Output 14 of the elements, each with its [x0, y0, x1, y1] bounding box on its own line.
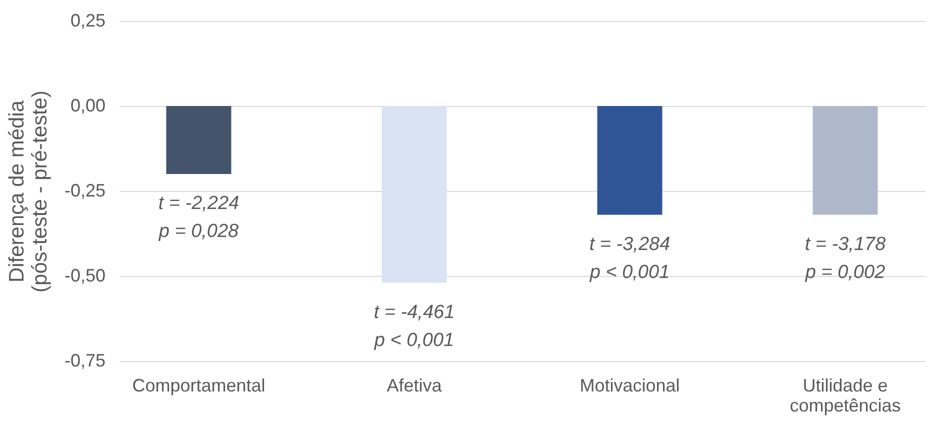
- x-tick-label: Utilidade e competências: [790, 376, 901, 416]
- x-tick-label: Comportamental: [132, 376, 266, 396]
- y-tick-label: -0,50: [64, 266, 106, 286]
- x-tick-label: Motivacional: [580, 376, 680, 396]
- x-tick-label: Afetiva: [386, 376, 443, 396]
- y-tick-label: -0,75: [64, 350, 106, 370]
- y-tick-label: 0,00: [70, 96, 106, 116]
- y-tick-label: -0,25: [64, 180, 106, 200]
- y-tick-label: 0,25: [70, 10, 106, 30]
- annotation: t = -2,224 p = 0,028: [158, 193, 240, 242]
- annotation: t = -3,284 p < 0,001: [588, 234, 670, 283]
- y-axis-title: Diferença de média (pós-teste - pré-teste): [5, 90, 52, 292]
- annotation: t = -3,178 p = 0,002: [804, 234, 886, 283]
- annotation: t = -4,461 p < 0,001: [373, 302, 455, 351]
